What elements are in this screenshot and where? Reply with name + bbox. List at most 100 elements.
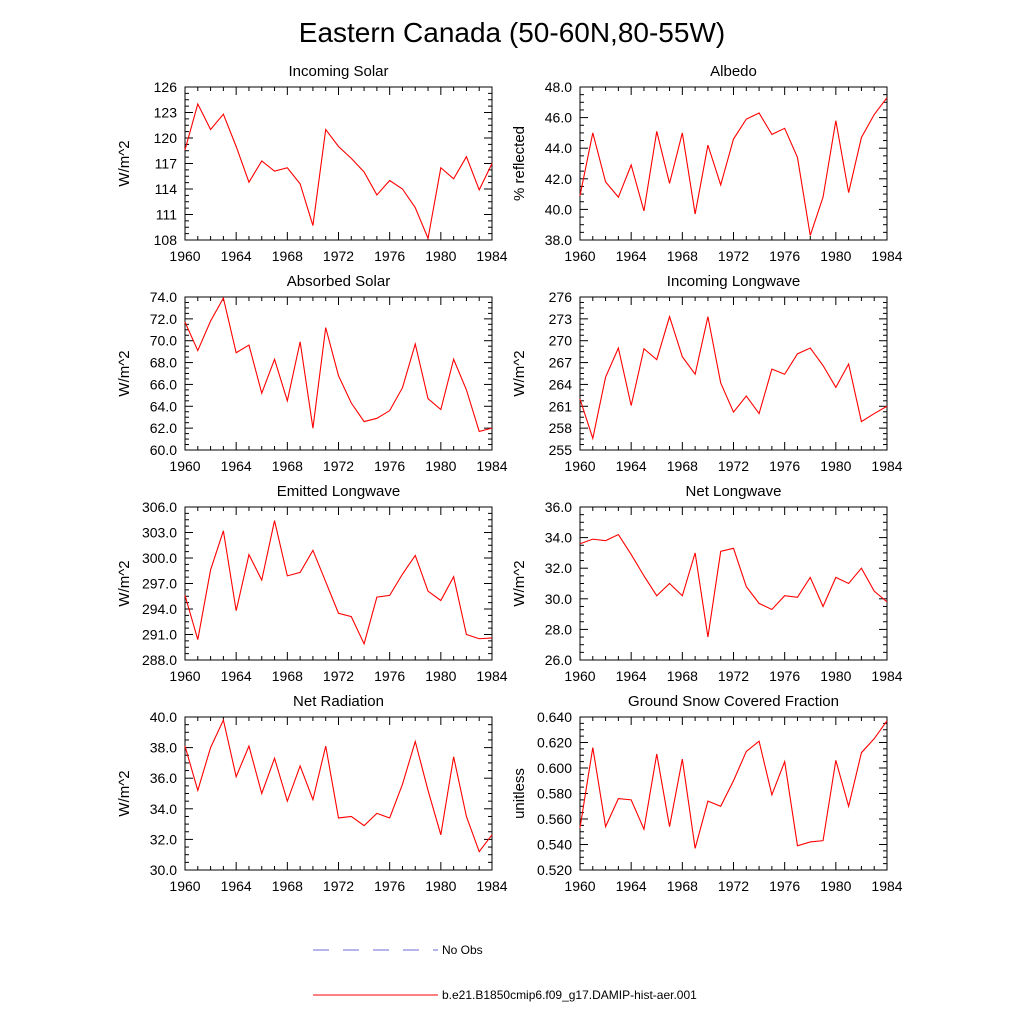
x-tick-label: 1980 bbox=[425, 668, 456, 684]
plot-frame bbox=[579, 296, 888, 451]
x-tick-label: 1964 bbox=[616, 668, 647, 684]
plot-frame bbox=[184, 296, 493, 451]
y-tick-label: 38.0 bbox=[150, 740, 177, 756]
panel-albedo: Albedo % reflected 38.0 40.0 42.0 44.0 46.0 48.… bbox=[511, 63, 903, 264]
y-tick-label: 30.0 bbox=[150, 862, 177, 878]
x-tick-label: 1980 bbox=[425, 248, 456, 264]
y-axis-label: W/m^2 bbox=[116, 770, 133, 816]
x-tick-label: 1968 bbox=[272, 878, 303, 894]
legend: No Obs b.e21.B1850cmip6.f09_g17.DAMIP-hi… bbox=[313, 943, 697, 1002]
x-tick-label: 1972 bbox=[718, 668, 749, 684]
y-tick-label: 34.0 bbox=[545, 530, 572, 546]
y-axis-label: W/m^2 bbox=[116, 140, 133, 186]
y-tick-label: 28.0 bbox=[545, 621, 572, 637]
x-tick-label: 1972 bbox=[323, 878, 354, 894]
x-tick-label: 1980 bbox=[425, 458, 456, 474]
panels: Incoming Solar W/m^2 108 111 114 117 120 123 126… bbox=[116, 63, 903, 894]
x-tick-label: 1964 bbox=[221, 248, 252, 264]
legend-label-no-obs: No Obs bbox=[442, 943, 483, 957]
y-tick-label: 62.0 bbox=[150, 420, 177, 436]
x-tick-label: 1984 bbox=[871, 668, 902, 684]
y-axis-label: % reflected bbox=[511, 126, 528, 201]
y-tick-label: 294.0 bbox=[142, 601, 177, 617]
x-tick-label: 1984 bbox=[871, 458, 902, 474]
y-tick-label: 42.0 bbox=[545, 171, 572, 187]
panel-incoming-longwave: Incoming Longwave W/m^2 255 258 261 264 267 270… bbox=[511, 273, 903, 474]
y-tick-label: 66.0 bbox=[150, 376, 177, 392]
panel-absorbed-solar: Absorbed Solar W/m^2 60.0 62.0 64.0 66.0 68.0 7… bbox=[116, 273, 508, 474]
plot-frame bbox=[184, 86, 493, 241]
x-tick-label: 1968 bbox=[667, 668, 698, 684]
x-tick-label: 1984 bbox=[476, 878, 507, 894]
y-tick-label: 64.0 bbox=[150, 398, 177, 414]
y-axis-label: W/m^2 bbox=[116, 350, 133, 396]
series-line bbox=[184, 718, 493, 853]
x-tick-label: 1972 bbox=[323, 248, 354, 264]
x-tick-label: 1984 bbox=[871, 248, 902, 264]
x-tick-label: 1960 bbox=[169, 878, 200, 894]
series-line bbox=[579, 97, 888, 236]
y-tick-label: 72.0 bbox=[150, 311, 177, 327]
x-tick-label: 1976 bbox=[374, 668, 405, 684]
x-tick-label: 1972 bbox=[718, 878, 749, 894]
y-tick-label: 48.0 bbox=[545, 79, 572, 95]
x-tick-label: 1976 bbox=[374, 458, 405, 474]
y-axis-label: W/m^2 bbox=[511, 350, 528, 396]
plot-frame bbox=[184, 716, 493, 871]
y-tick-label: 40.0 bbox=[545, 201, 572, 217]
x-tick-label: 1972 bbox=[323, 668, 354, 684]
x-tick-label: 1964 bbox=[221, 458, 252, 474]
x-tick-label: 1960 bbox=[564, 668, 595, 684]
plot-frame bbox=[184, 506, 493, 661]
y-tick-label: 36.0 bbox=[545, 499, 572, 515]
y-tick-label: 68.0 bbox=[150, 355, 177, 371]
plot-frame bbox=[579, 716, 888, 871]
panel-title: Absorbed Solar bbox=[287, 273, 390, 290]
panel-title: Incoming Longwave bbox=[667, 273, 800, 290]
x-tick-label: 1964 bbox=[616, 248, 647, 264]
y-tick-label: 40.0 bbox=[150, 709, 177, 725]
panel-title: Emitted Longwave bbox=[277, 483, 400, 500]
y-axis-label: W/m^2 bbox=[511, 560, 528, 606]
y-axis-label: unitless bbox=[511, 768, 528, 819]
panel-net-longwave: Net Longwave W/m^2 26.0 28.0 30.0 32.0 34.0 36.… bbox=[511, 483, 903, 684]
x-tick-label: 1976 bbox=[374, 248, 405, 264]
y-tick-label: 0.580 bbox=[537, 786, 572, 802]
panel-title: Ground Snow Covered Fraction bbox=[628, 693, 839, 710]
series-line bbox=[184, 296, 493, 433]
x-tick-label: 1968 bbox=[272, 458, 303, 474]
y-tick-label: 288.0 bbox=[142, 652, 177, 668]
y-tick-label: 0.600 bbox=[537, 760, 572, 776]
panel-ground-snow-covered-fraction: Ground Snow Covered Fraction unitless 0.52… bbox=[511, 693, 903, 894]
x-tick-label: 1976 bbox=[769, 248, 800, 264]
y-tick-label: 114 bbox=[155, 181, 178, 197]
panel-net-radiation: Net Radiation W/m^2 30.0 32.0 34.0 36.0 38.0 40… bbox=[116, 693, 508, 894]
panel-title: Incoming Solar bbox=[288, 63, 388, 80]
y-tick-label: 126 bbox=[154, 79, 178, 95]
x-tick-label: 1960 bbox=[169, 668, 200, 684]
panel-title: Net Longwave bbox=[686, 483, 782, 500]
x-tick-label: 1960 bbox=[564, 878, 595, 894]
plot-frame bbox=[579, 86, 888, 241]
y-tick-label: 70.0 bbox=[150, 333, 177, 349]
y-tick-label: 297.0 bbox=[142, 576, 177, 592]
y-tick-label: 258 bbox=[549, 420, 573, 436]
panel-title: Albedo bbox=[710, 63, 757, 80]
panel-emitted-longwave: Emitted Longwave W/m^2 288.0 291.0 294.0 297.… bbox=[116, 483, 508, 684]
y-tick-label: 38.0 bbox=[545, 232, 572, 248]
y-tick-label: 26.0 bbox=[545, 652, 572, 668]
series-line bbox=[579, 533, 888, 638]
y-tick-label: 30.0 bbox=[545, 591, 572, 607]
series-line bbox=[184, 102, 493, 241]
y-axis-label: W/m^2 bbox=[116, 560, 133, 606]
x-tick-label: 1976 bbox=[769, 458, 800, 474]
x-tick-label: 1984 bbox=[476, 248, 507, 264]
x-tick-label: 1980 bbox=[425, 878, 456, 894]
x-tick-label: 1968 bbox=[272, 248, 303, 264]
y-tick-label: 117 bbox=[155, 156, 178, 172]
y-tick-label: 267 bbox=[549, 355, 573, 371]
x-tick-label: 1976 bbox=[769, 878, 800, 894]
x-tick-label: 1984 bbox=[476, 458, 507, 474]
y-tick-label: 60.0 bbox=[150, 442, 177, 458]
y-tick-label: 276 bbox=[549, 289, 573, 305]
